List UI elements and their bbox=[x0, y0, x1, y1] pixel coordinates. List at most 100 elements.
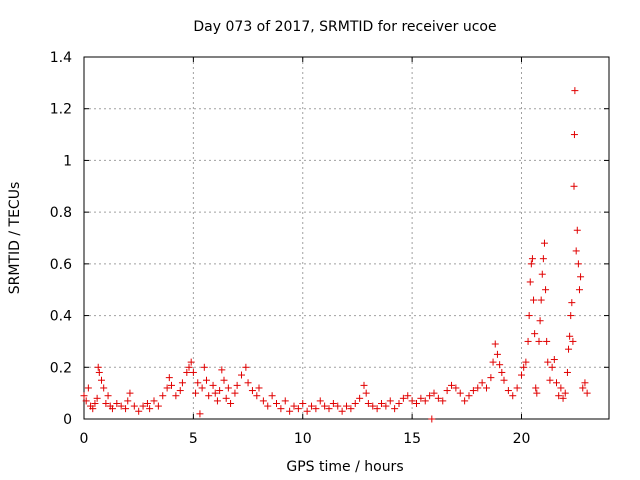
data-point-marker bbox=[95, 368, 103, 376]
data-point-marker bbox=[203, 376, 210, 384]
data-point-marker bbox=[303, 407, 311, 415]
data-point-marker bbox=[439, 397, 447, 405]
data-point-marker bbox=[500, 376, 508, 384]
data-point-marker bbox=[159, 392, 167, 400]
data-point-marker bbox=[474, 384, 482, 392]
x-tick-label: 10 bbox=[294, 431, 312, 447]
data-point-marker bbox=[222, 394, 230, 402]
data-point-marker bbox=[100, 384, 108, 392]
data-point-marker bbox=[273, 399, 280, 407]
data-point-marker bbox=[290, 402, 298, 410]
data-point-marker bbox=[408, 397, 416, 405]
data-point-marker bbox=[286, 407, 294, 415]
data-point-marker bbox=[565, 345, 573, 353]
data-point-marker bbox=[426, 392, 434, 400]
data-point-marker bbox=[98, 376, 105, 384]
data-point-marker bbox=[386, 397, 394, 405]
data-point-marker bbox=[369, 402, 377, 410]
y-tick-label: 0.4 bbox=[50, 309, 72, 325]
data-point-marker bbox=[493, 350, 501, 358]
data-point-marker bbox=[244, 379, 252, 387]
data-point-marker bbox=[528, 255, 536, 263]
data-point-marker bbox=[255, 384, 263, 392]
data-point-marker bbox=[321, 402, 329, 410]
plot-frame bbox=[83, 56, 610, 420]
data-point-marker bbox=[198, 384, 206, 392]
data-point-marker bbox=[428, 415, 436, 423]
data-point-marker bbox=[572, 247, 580, 255]
data-point-marker bbox=[478, 379, 486, 387]
data-point-marker bbox=[537, 296, 545, 304]
data-point-marker bbox=[227, 399, 235, 407]
data-point-marker bbox=[93, 394, 101, 402]
x-tick-label: 15 bbox=[403, 431, 421, 447]
data-point-marker bbox=[448, 381, 455, 389]
data-point-marker bbox=[216, 387, 224, 395]
data-point-marker bbox=[452, 384, 460, 392]
data-point-marker bbox=[294, 405, 302, 413]
data-point-marker bbox=[526, 278, 534, 286]
data-point-marker bbox=[213, 397, 221, 405]
data-point-marker bbox=[417, 394, 425, 402]
data-point-marker bbox=[172, 392, 180, 400]
data-point-marker bbox=[124, 397, 132, 405]
data-point-marker bbox=[570, 131, 578, 139]
data-point-marker bbox=[248, 387, 256, 395]
data-point-marker bbox=[509, 392, 517, 400]
data-point-marker bbox=[277, 405, 285, 413]
y-tick-label: 1.2 bbox=[50, 102, 72, 118]
data-point-marker bbox=[94, 363, 102, 371]
data-point-marker bbox=[200, 363, 208, 371]
data-point-marker bbox=[117, 402, 125, 410]
data-point-marker bbox=[373, 405, 381, 413]
data-point-marker bbox=[540, 239, 548, 247]
y-tick-label: 0.8 bbox=[50, 205, 72, 221]
data-point-marker bbox=[80, 392, 88, 400]
data-point-marker bbox=[299, 399, 307, 407]
grid-lines bbox=[84, 57, 609, 419]
data-point-marker bbox=[165, 374, 173, 382]
data-points bbox=[80, 87, 591, 423]
data-point-marker bbox=[557, 384, 565, 392]
data-point-marker bbox=[513, 384, 521, 392]
data-point-marker bbox=[192, 389, 200, 397]
data-point-marker bbox=[143, 399, 151, 407]
data-point-marker bbox=[347, 405, 355, 413]
data-point-marker bbox=[209, 381, 217, 389]
data-point-marker bbox=[178, 379, 186, 387]
data-point-marker bbox=[566, 332, 574, 340]
data-point-marker bbox=[84, 384, 92, 392]
data-point-marker bbox=[535, 337, 543, 345]
data-point-marker bbox=[205, 392, 213, 400]
data-point-marker bbox=[568, 299, 576, 307]
data-point-marker bbox=[570, 182, 578, 190]
data-point-marker bbox=[185, 363, 193, 371]
data-point-marker bbox=[525, 312, 533, 320]
data-point-marker bbox=[334, 402, 342, 410]
data-point-marker bbox=[253, 392, 261, 400]
data-point-marker bbox=[413, 399, 420, 407]
data-point-marker bbox=[343, 402, 350, 410]
data-point-marker bbox=[231, 389, 239, 397]
data-point-marker bbox=[553, 379, 560, 387]
data-point-marker bbox=[548, 363, 556, 371]
data-point-marker bbox=[531, 330, 539, 338]
data-point-marker bbox=[538, 270, 546, 278]
data-point-marker bbox=[325, 405, 333, 413]
data-point-marker bbox=[102, 399, 110, 407]
data-point-marker bbox=[524, 337, 532, 345]
data-point-marker bbox=[378, 399, 385, 407]
data-point-marker bbox=[518, 371, 525, 379]
data-point-marker bbox=[308, 402, 315, 410]
data-point-marker bbox=[104, 392, 112, 400]
y-tick-label: 1.4 bbox=[50, 50, 72, 66]
data-point-marker bbox=[574, 260, 582, 268]
data-point-marker bbox=[542, 286, 550, 294]
y-axis-title: SRMTID / TECUs bbox=[7, 182, 23, 295]
data-point-marker bbox=[546, 376, 554, 384]
x-axis-title: GPS time / hours bbox=[286, 459, 403, 475]
data-point-marker bbox=[351, 399, 359, 407]
data-point-marker bbox=[571, 87, 579, 95]
data-point-marker bbox=[233, 381, 241, 389]
